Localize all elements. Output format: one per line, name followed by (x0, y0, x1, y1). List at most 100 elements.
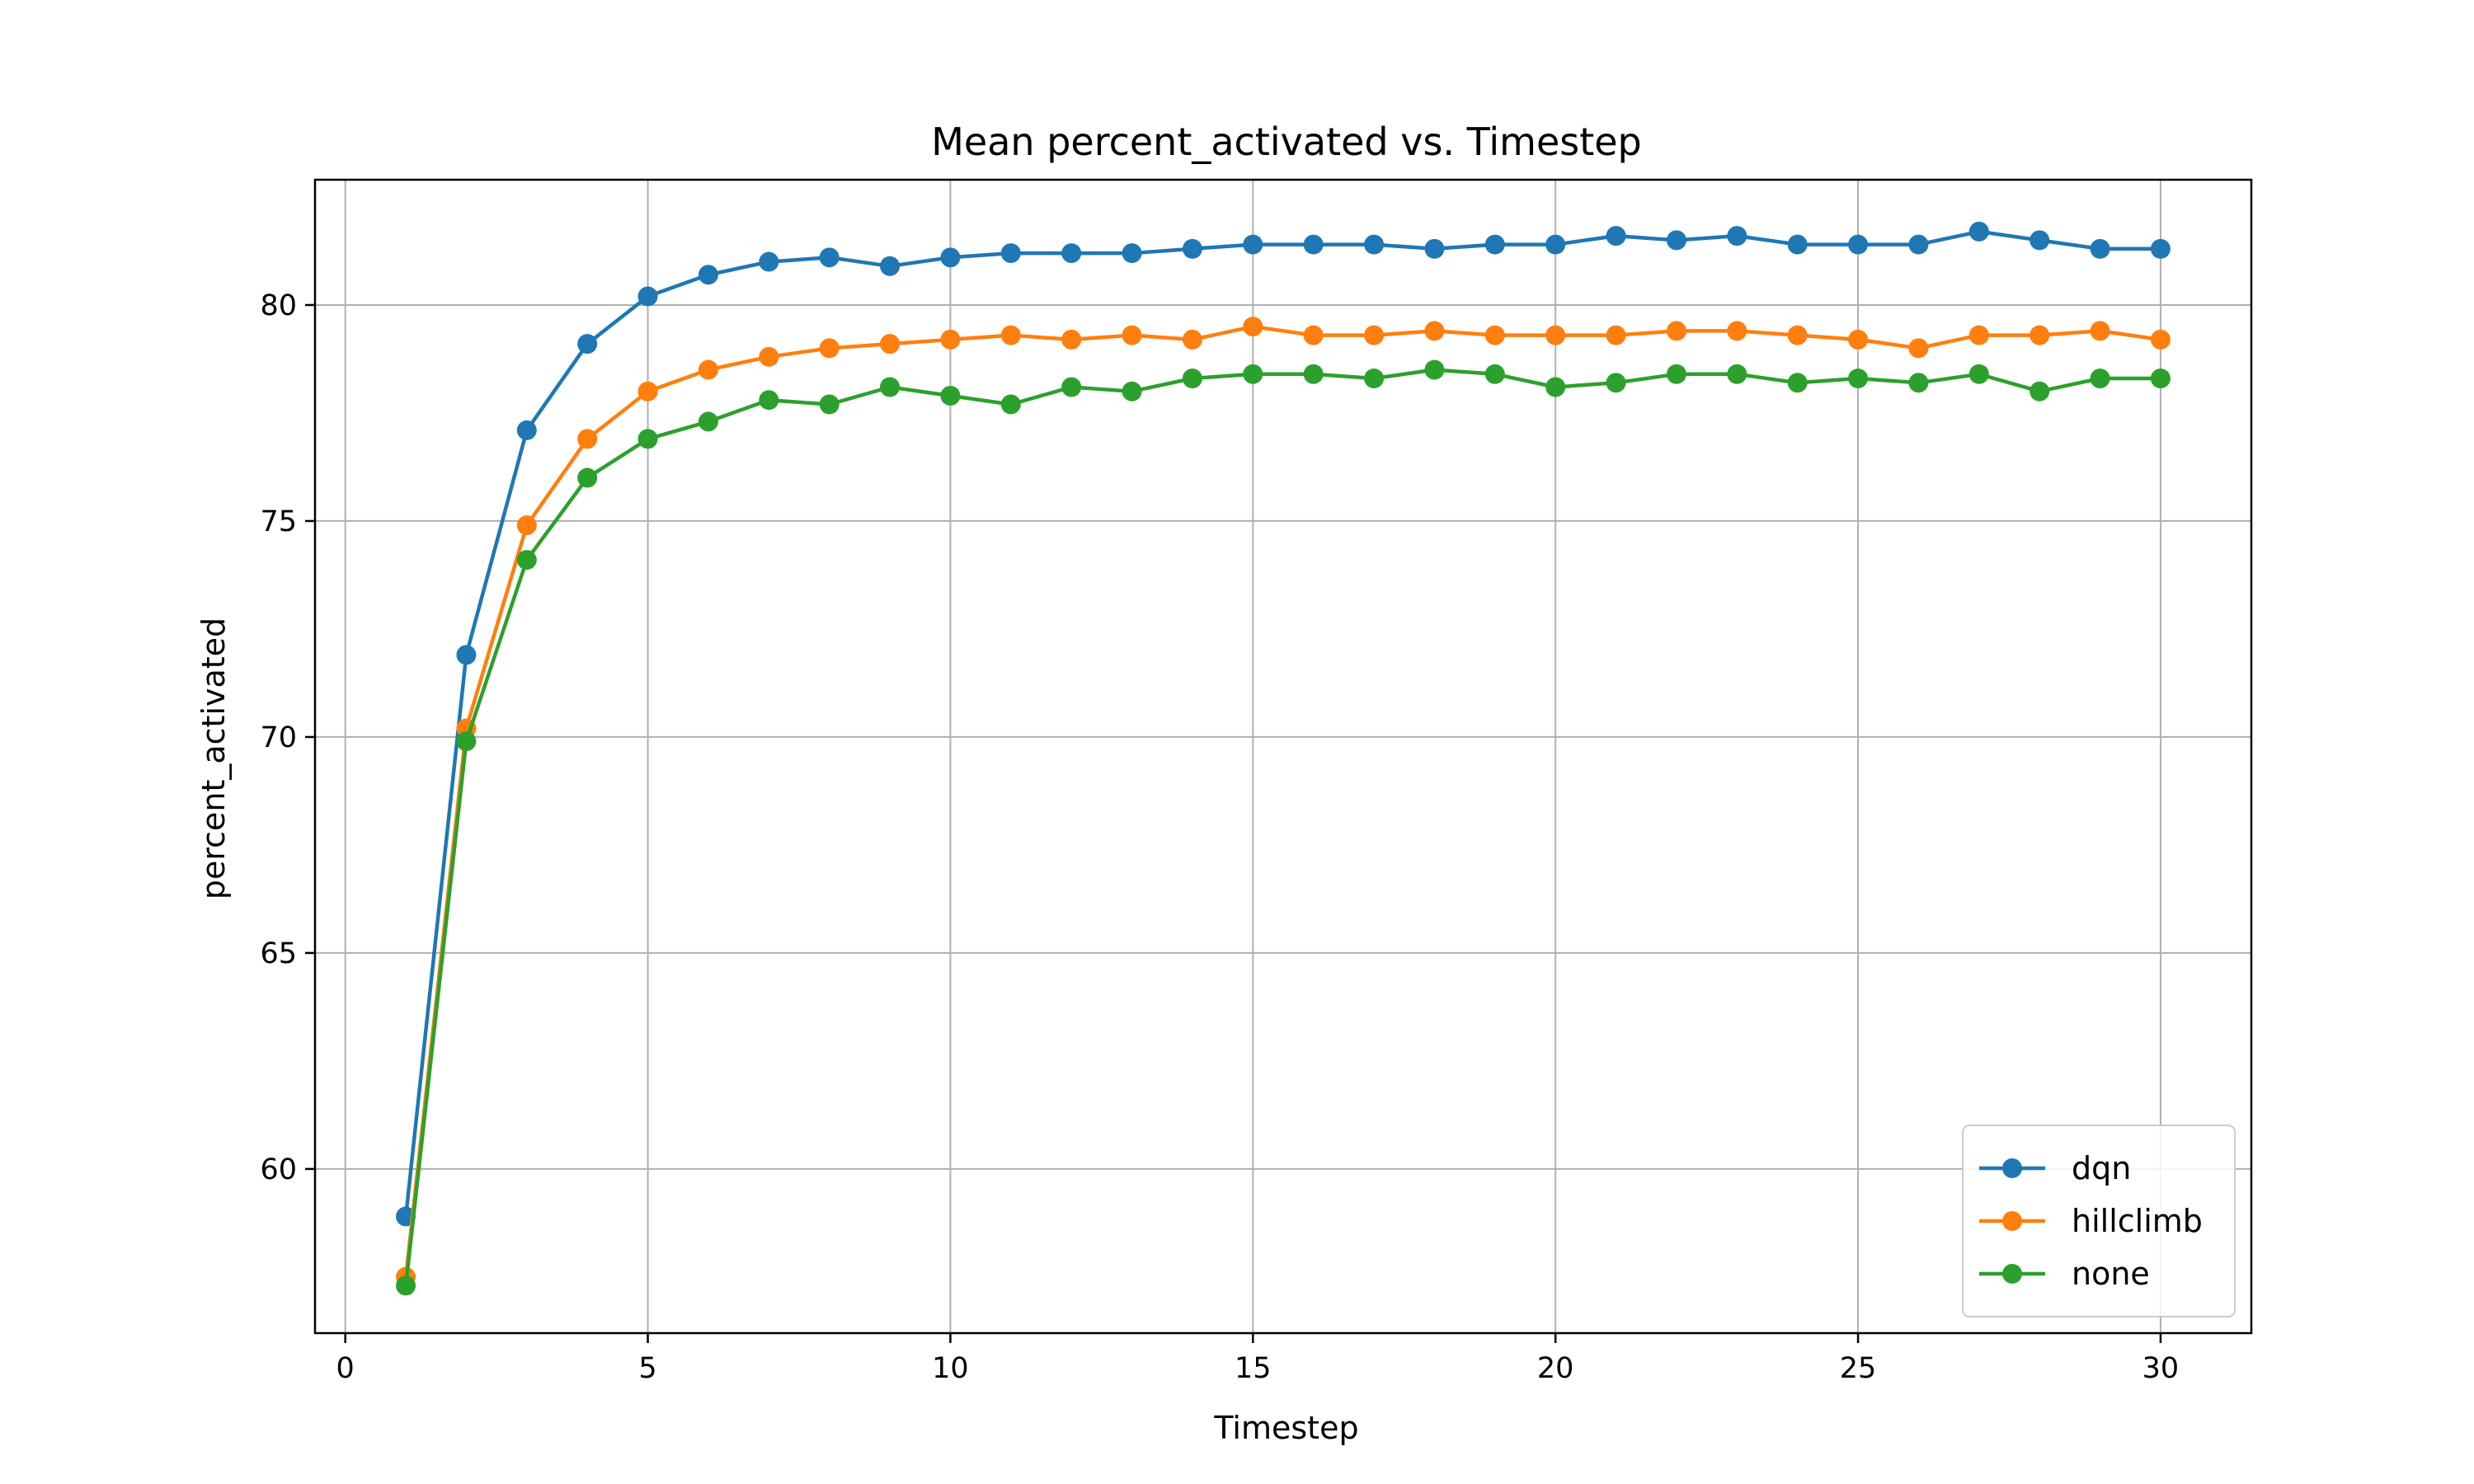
data-point-dqn (2090, 238, 2110, 259)
data-point-none (1000, 394, 1021, 415)
y-tick-label: 65 (260, 937, 297, 970)
data-point-dqn (1666, 230, 1686, 251)
data-point-hillclimb (1727, 321, 1747, 341)
data-point-dqn (637, 286, 658, 307)
data-point-hillclimb (1787, 325, 1808, 345)
data-point-dqn (880, 256, 901, 276)
data-point-dqn (1787, 234, 1808, 255)
data-point-none (759, 390, 779, 411)
data-point-none (1061, 377, 1082, 397)
y-axis-label: percent_activated (195, 618, 232, 899)
y-tick-label: 75 (260, 505, 297, 538)
data-point-hillclimb (759, 346, 779, 367)
data-point-hillclimb (637, 381, 658, 402)
data-point-none (1243, 364, 1263, 384)
y-tick-label: 60 (260, 1153, 297, 1186)
data-point-hillclimb (1606, 325, 1626, 345)
data-point-dqn (1908, 234, 1929, 255)
legend-marker (2002, 1264, 2022, 1284)
data-point-none (2030, 381, 2050, 402)
data-point-dqn (940, 247, 961, 268)
data-point-hillclimb (1243, 317, 1263, 337)
data-point-dqn (1727, 226, 1747, 247)
data-point-dqn (1484, 234, 1505, 255)
legend: dqn hillclimb none (1962, 1125, 2236, 1317)
data-point-dqn (1545, 234, 1566, 255)
data-point-dqn (1061, 243, 1082, 264)
series-none (396, 359, 2171, 1296)
data-point-dqn (1968, 221, 1989, 242)
data-point-hillclimb (2150, 329, 2171, 350)
legend-label: hillclimb (2072, 1203, 2203, 1239)
x-axis-label: Timestep (1213, 1410, 1358, 1446)
y-tick-label: 70 (260, 721, 297, 754)
data-point-hillclimb (1484, 325, 1505, 345)
x-tick-label: 10 (932, 1352, 969, 1385)
x-tick-label: 5 (638, 1352, 656, 1385)
data-point-hillclimb (1545, 325, 1566, 345)
legend-item-none: none (1979, 1256, 2150, 1292)
x-axis-ticks: 0 5 10 15 20 25 30 (336, 1333, 2179, 1385)
data-point-none (1122, 381, 1142, 402)
series-layer (396, 221, 2171, 1296)
data-point-dqn (1122, 243, 1142, 264)
data-point-dqn (1848, 234, 1869, 255)
legend-marker (2002, 1211, 2022, 1231)
data-point-dqn (759, 251, 779, 272)
data-point-dqn (2030, 230, 2050, 251)
data-point-hillclimb (1908, 338, 1929, 359)
data-point-none (1666, 364, 1686, 384)
data-point-hillclimb (516, 515, 537, 536)
data-point-none (1484, 364, 1505, 384)
data-point-none (819, 394, 840, 415)
data-point-none (1968, 364, 1989, 384)
data-point-hillclimb (1968, 325, 1989, 345)
data-point-none (396, 1275, 416, 1296)
x-tick-label: 15 (1235, 1352, 1272, 1385)
data-point-dqn (1000, 243, 1021, 264)
data-point-dqn (1424, 238, 1445, 259)
data-point-none (2090, 369, 2110, 389)
data-point-dqn (1243, 234, 1263, 255)
data-point-none (1908, 373, 1929, 393)
data-point-none (1727, 364, 1747, 384)
x-tick-label: 25 (1840, 1352, 1877, 1385)
x-tick-label: 0 (336, 1352, 355, 1385)
data-point-none (1787, 373, 1808, 393)
data-point-dqn (2150, 238, 2171, 259)
data-point-none (1364, 369, 1385, 389)
data-point-hillclimb (1424, 321, 1445, 341)
data-point-dqn (1606, 226, 1626, 247)
series-line-hillclimb (403, 324, 2161, 1278)
data-point-none (577, 467, 598, 488)
legend-label: none (2072, 1256, 2150, 1292)
data-point-hillclimb (1122, 325, 1142, 345)
data-point-dqn (516, 420, 537, 440)
data-point-hillclimb (698, 359, 718, 380)
series-line-dqn (403, 229, 2161, 1217)
data-point-hillclimb (1182, 329, 1202, 350)
data-point-dqn (1303, 234, 1324, 255)
series-dqn (396, 221, 2171, 1227)
data-point-hillclimb (1848, 329, 1869, 350)
data-point-hillclimb (1061, 329, 1082, 350)
legend-item-hillclimb: hillclimb (1979, 1203, 2203, 1239)
data-point-hillclimb (1666, 321, 1686, 341)
data-point-none (2150, 369, 2171, 389)
grid (315, 180, 2251, 1333)
y-axis-ticks: 60 65 70 75 80 (260, 289, 315, 1186)
data-point-hillclimb (940, 329, 961, 350)
legend-label: dqn (2072, 1150, 2131, 1186)
data-point-none (880, 377, 901, 397)
data-point-dqn (1182, 238, 1202, 259)
data-point-none (516, 550, 537, 571)
data-point-dqn (819, 247, 840, 268)
data-point-none (1606, 373, 1626, 393)
data-point-hillclimb (577, 429, 598, 449)
data-point-hillclimb (819, 338, 840, 359)
data-point-none (456, 731, 477, 752)
data-point-none (1182, 369, 1202, 389)
chart-title: Mean percent_activated vs. Timestep (931, 120, 1642, 164)
data-point-none (1424, 359, 1445, 380)
